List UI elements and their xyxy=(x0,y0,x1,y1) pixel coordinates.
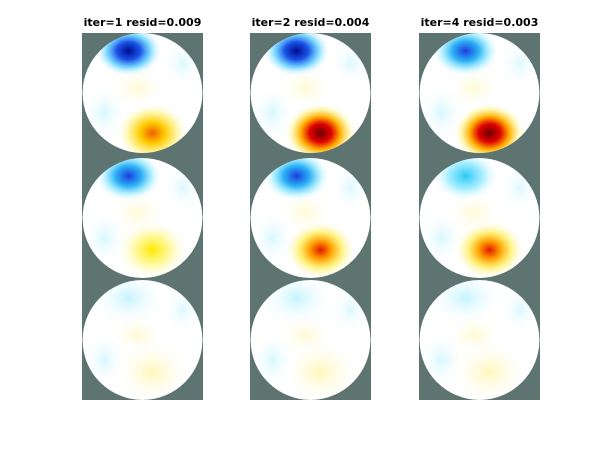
topomap xyxy=(82,158,203,278)
topomap xyxy=(250,280,371,400)
topomap xyxy=(419,280,540,400)
faint-blob xyxy=(275,191,336,235)
positive-blob xyxy=(116,220,189,278)
panel: iter=4 resid=0.003 xyxy=(419,16,540,400)
faint-blob xyxy=(444,191,505,235)
panel: iter=2 resid=0.004 xyxy=(250,16,371,400)
panel-title: iter=4 resid=0.003 xyxy=(421,16,539,29)
panel-title: iter=1 resid=0.009 xyxy=(84,16,202,29)
topomap xyxy=(250,158,371,278)
faint-blob xyxy=(107,313,168,357)
positive-blob xyxy=(284,220,357,278)
faint-blob xyxy=(275,313,336,357)
faint-blob xyxy=(107,191,168,235)
topomap xyxy=(419,158,540,278)
panel-title: iter=2 resid=0.004 xyxy=(252,16,370,29)
positive-blob xyxy=(453,220,526,278)
panel: iter=1 resid=0.009 xyxy=(82,16,203,400)
faint-blob xyxy=(275,66,336,110)
faint-blob xyxy=(444,313,505,357)
faint-blob xyxy=(107,66,168,110)
faint-blob xyxy=(444,66,505,110)
